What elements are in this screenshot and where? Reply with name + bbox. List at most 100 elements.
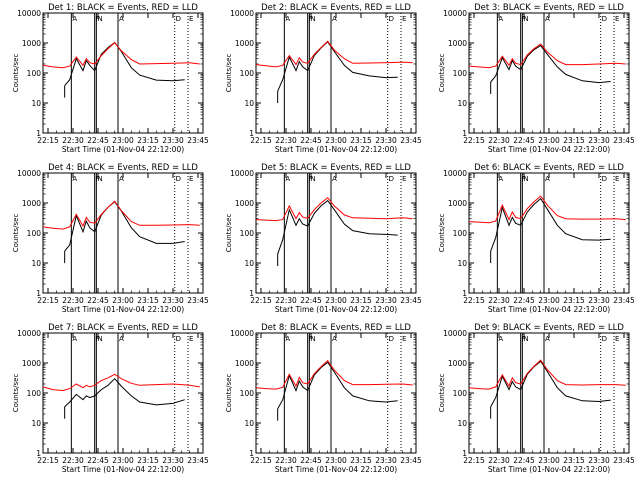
- x-axis-label: Start Time (01-Nov-04 22:12:00): [275, 145, 397, 154]
- marker-letter: F: [522, 15, 526, 23]
- lld-series-line: [42, 200, 200, 230]
- y-tick-label: 10000: [17, 9, 41, 18]
- chart-panel: Det 5: BLACK = Events, RED = LLD A FN A D E 1 1…: [225, 163, 422, 314]
- x-tick-label: 23:45: [187, 296, 209, 305]
- marker-letter: D: [389, 175, 394, 183]
- lld-series-line: [255, 40, 413, 68]
- x-tick-label: 22:15: [463, 296, 485, 305]
- marker-letter: F: [309, 15, 313, 23]
- marker-letter: F: [522, 175, 526, 183]
- marker-letter: A: [545, 335, 550, 343]
- x-axis-label: Start Time (01-Nov-04 22:12:00): [62, 305, 184, 314]
- lld-series-line: [42, 373, 200, 392]
- marker-letter: N: [310, 175, 315, 183]
- y-tick-label: 1000: [235, 359, 254, 368]
- marker-letter: A: [72, 175, 77, 183]
- x-tick-label: 23:45: [613, 136, 635, 145]
- chart-panel: Det 7: BLACK = Events, RED = LLD A FN A D E 1 1…: [12, 323, 209, 474]
- marker-letter: D: [176, 15, 181, 23]
- marker-letter: A: [119, 175, 124, 183]
- marker-letter: A: [285, 335, 290, 343]
- x-axis-label: Start Time (01-Nov-04 22:12:00): [62, 465, 184, 474]
- events-series-line: [490, 44, 611, 84]
- chart-title: Det 3: BLACK = Events, RED = LLD: [474, 3, 624, 13]
- marker-letter: E: [402, 15, 406, 23]
- y-tick-label: 100: [27, 69, 42, 78]
- chart-title: Det 6: BLACK = Events, RED = LLD: [474, 163, 624, 173]
- x-tick-label: 22:30: [488, 456, 510, 465]
- x-tick-label: 22:15: [250, 456, 272, 465]
- y-tick-label: 1: [249, 129, 254, 138]
- x-axis-label: Start Time (01-Nov-04 22:12:00): [275, 305, 397, 314]
- events-series-line: [277, 41, 398, 92]
- x-tick-label: 23:30: [162, 456, 184, 465]
- x-tick-label: 23:00: [538, 296, 560, 305]
- marker-letter: E: [615, 335, 619, 343]
- y-tick-label: 100: [240, 69, 255, 78]
- chart-title: Det 5: BLACK = Events, RED = LLD: [261, 163, 411, 173]
- x-tick-label: 22:30: [62, 296, 84, 305]
- marker-letter: A: [498, 175, 503, 183]
- y-tick-label: 1000: [448, 359, 467, 368]
- chart-panel: Det 1: BLACK = Events, RED = LLD A FN A D E 1 1…: [12, 3, 209, 154]
- x-tick-label: 23:30: [375, 456, 397, 465]
- y-tick-label: 100: [453, 229, 468, 238]
- x-tick-label: 22:15: [250, 136, 272, 145]
- lld-series-line: [468, 195, 626, 224]
- x-tick-label: 22:45: [87, 296, 109, 305]
- events-series-line: [490, 197, 611, 252]
- x-tick-label: 23:00: [538, 456, 560, 465]
- y-tick-label: 10000: [443, 9, 467, 18]
- y-tick-label: 1000: [448, 39, 467, 48]
- marker-letter: F: [96, 335, 100, 343]
- y-axis-label: Counts/sec: [12, 214, 20, 253]
- y-tick-label: 100: [453, 389, 468, 398]
- x-tick-label: 23:15: [137, 136, 159, 145]
- lld-series-line: [255, 359, 413, 390]
- marker-letter: E: [189, 15, 193, 23]
- x-tick-label: 23:15: [350, 296, 372, 305]
- x-tick-label: 23:15: [563, 136, 585, 145]
- chart-title: Det 1: BLACK = Events, RED = LLD: [48, 3, 198, 13]
- x-tick-label: 22:30: [488, 296, 510, 305]
- x-tick-label: 23:15: [137, 456, 159, 465]
- plot-frame: [255, 12, 417, 134]
- y-tick-label: 1: [249, 449, 254, 458]
- x-tick-label: 22:15: [37, 456, 59, 465]
- plot-frame: [42, 332, 204, 454]
- events-series-line: [277, 361, 398, 409]
- marker-letter: A: [285, 15, 290, 23]
- x-tick-label: 23:00: [325, 456, 347, 465]
- x-axis-label: Start Time (01-Nov-04 22:12:00): [488, 305, 610, 314]
- marker-letter: D: [389, 335, 394, 343]
- lld-series-line: [468, 43, 626, 69]
- y-tick-label: 10000: [230, 9, 254, 18]
- marker-letter: E: [615, 15, 619, 23]
- y-tick-label: 1: [462, 129, 467, 138]
- marker-letter: D: [176, 175, 181, 183]
- marker-letter: F: [522, 335, 526, 343]
- y-tick-label: 10: [457, 419, 467, 428]
- y-tick-label: 1000: [22, 359, 41, 368]
- y-tick-label: 1: [36, 129, 41, 138]
- chart-title: Det 9: BLACK = Events, RED = LLD: [474, 323, 624, 333]
- x-tick-label: 22:30: [62, 136, 84, 145]
- events-series-line: [64, 377, 185, 408]
- y-tick-label: 1: [36, 289, 41, 298]
- y-axis-label: Counts/sec: [438, 214, 446, 253]
- marker-letter: A: [332, 15, 337, 23]
- marker-letter: N: [97, 15, 102, 23]
- y-axis-label: Counts/sec: [225, 214, 233, 253]
- marker-letter: A: [498, 335, 503, 343]
- x-axis-label: Start Time (01-Nov-04 22:12:00): [488, 145, 610, 154]
- chart-panel: Det 6: BLACK = Events, RED = LLD A FN A D E 1 1…: [438, 163, 635, 314]
- x-tick-label: 22:45: [300, 456, 322, 465]
- x-axis-label: Start Time (01-Nov-04 22:12:00): [275, 465, 397, 474]
- x-tick-label: 22:45: [300, 136, 322, 145]
- y-axis-label: Counts/sec: [12, 374, 20, 413]
- x-tick-label: 23:45: [400, 136, 422, 145]
- x-tick-label: 23:45: [187, 456, 209, 465]
- y-tick-label: 1000: [22, 199, 41, 208]
- x-tick-label: 22:30: [275, 456, 297, 465]
- plot-frame: [255, 332, 417, 454]
